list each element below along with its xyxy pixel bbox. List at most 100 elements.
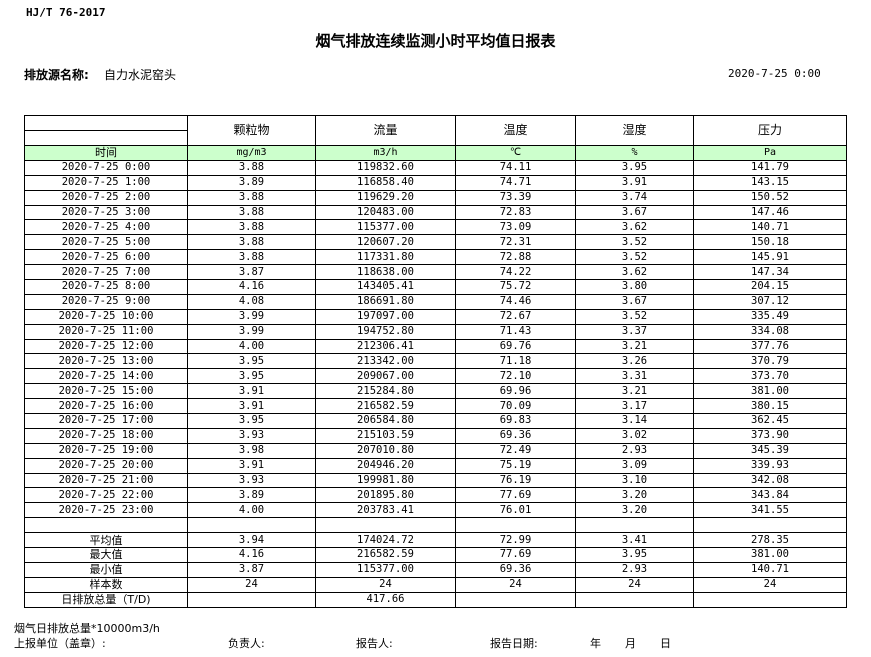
cell: 73.09 — [455, 219, 576, 236]
cell: 74.46 — [455, 293, 576, 310]
row-label: 2020-7-25 8:00 — [24, 279, 188, 295]
cell: 216582.59 — [315, 547, 456, 563]
summary-row: 样本数 24 24 24 24 24 — [24, 576, 847, 593]
row-label: 2020-7-25 14:00 — [24, 368, 188, 385]
date-label: 报告日期: — [490, 637, 538, 650]
cell: 335.49 — [693, 308, 847, 325]
row-label: 2020-7-25 12:00 — [24, 338, 188, 355]
cell: 215284.80 — [315, 383, 456, 400]
cell: 24 — [455, 576, 576, 593]
cell — [315, 517, 456, 534]
data-row: 2020-7-25 11:00 3.99 194752.80 71.43 3.37 334… — [24, 323, 847, 340]
cell: 143.15 — [693, 174, 847, 191]
col-header: 颗粒物 — [187, 115, 316, 146]
row-label: 2020-7-25 21:00 — [24, 472, 188, 489]
header-corner — [24, 115, 188, 146]
cell: 72.99 — [455, 532, 576, 549]
cell: 4.00 — [187, 502, 316, 519]
cell: 75.19 — [455, 457, 576, 474]
cell: 3.88 — [187, 189, 316, 206]
row-label: 2020-7-25 17:00 — [24, 413, 188, 429]
data-row: 2020-7-25 23:00 4.00 203783.41 76.01 3.20 341… — [24, 502, 847, 519]
cell: 143405.41 — [315, 279, 456, 295]
row-label: 2020-7-25 3:00 — [24, 204, 188, 221]
cell: 377.76 — [693, 338, 847, 355]
cell: 3.91 — [187, 457, 316, 474]
row-label: 样本数 — [24, 576, 188, 593]
cell: 3.93 — [187, 472, 316, 489]
row-label: 2020-7-25 20:00 — [24, 457, 188, 474]
footer-note: 烟气日排放总量*10000m3/h — [14, 622, 160, 635]
report-date: 2020-7-25 0:00 — [728, 67, 821, 80]
cell: 77.69 — [455, 547, 576, 563]
row-label: 2020-7-25 1:00 — [24, 174, 188, 191]
cell: 76.01 — [455, 502, 576, 519]
summary-row: 平均值 3.94 174024.72 72.99 3.41 278.35 — [24, 532, 847, 549]
cell: 373.90 — [693, 427, 847, 444]
cell: 278.35 — [693, 532, 847, 549]
cell: 118638.00 — [315, 264, 456, 281]
row-label: 日排放总量（T/D) — [24, 591, 188, 608]
data-row: 2020-7-25 5:00 3.88 120607.20 72.31 3.52 150.… — [24, 234, 847, 251]
cell: 3.41 — [575, 532, 694, 549]
cell: 115377.00 — [315, 219, 456, 236]
header-row: 颗粒物 流量 温度 湿度 压力 — [24, 115, 847, 146]
cell: 3.17 — [575, 398, 694, 415]
cell: 69.76 — [455, 338, 576, 355]
cell: 207010.80 — [315, 442, 456, 459]
unit: ℃ — [455, 145, 576, 161]
cell: 3.21 — [575, 338, 694, 355]
data-row: 2020-7-25 10:00 3.99 197097.00 72.67 3.52 335… — [24, 308, 847, 325]
data-row: 2020-7-25 0:00 3.88 119832.60 74.11 3.95 141.… — [24, 159, 847, 176]
unit: Pa — [693, 145, 847, 161]
cell: 3.74 — [575, 189, 694, 206]
cell: 120607.20 — [315, 234, 456, 251]
data-row: 2020-7-25 18:00 3.93 215103.59 69.36 3.02 373… — [24, 427, 847, 444]
col-header: 湿度 — [575, 115, 694, 146]
cell: 341.55 — [693, 502, 847, 519]
data-row: 2020-7-25 15:00 3.91 215284.80 69.96 3.21 381… — [24, 383, 847, 400]
row-label: 2020-7-25 19:00 — [24, 442, 188, 459]
cell: 343.84 — [693, 487, 847, 504]
cell: 174024.72 — [315, 532, 456, 549]
cell: 194752.80 — [315, 323, 456, 340]
summary-row: 最大值 4.16 216582.59 77.69 3.95 381.00 — [24, 547, 847, 563]
data-row: 2020-7-25 12:00 4.00 212306.41 69.76 3.21 377… — [24, 338, 847, 355]
row-label: 2020-7-25 2:00 — [24, 189, 188, 206]
data-row: 2020-7-25 17:00 3.95 206584.80 69.83 3.14 362… — [24, 413, 847, 429]
cell: 212306.41 — [315, 338, 456, 355]
cell: 3.99 — [187, 308, 316, 325]
source-value: 自力水泥窑头 — [104, 68, 177, 82]
cell: 380.15 — [693, 398, 847, 415]
cell: 3.91 — [187, 398, 316, 415]
cell: 3.31 — [575, 368, 694, 385]
cell: 4.16 — [187, 547, 316, 563]
reporter-label: 报告人: — [356, 637, 393, 650]
cell: 150.52 — [693, 189, 847, 206]
cell: 3.14 — [575, 413, 694, 429]
cell: 3.02 — [575, 427, 694, 444]
cell: 216582.59 — [315, 398, 456, 415]
cell: 74.22 — [455, 264, 576, 281]
cell: 71.43 — [455, 323, 576, 340]
row-label — [24, 517, 188, 534]
cell: 3.94 — [187, 532, 316, 549]
cell: 150.18 — [693, 234, 847, 251]
cell: 119832.60 — [315, 159, 456, 176]
cell: 3.87 — [187, 561, 316, 578]
cell: 69.96 — [455, 383, 576, 400]
cell: 116858.40 — [315, 174, 456, 191]
cell: 3.67 — [575, 204, 694, 221]
cell: 3.88 — [187, 249, 316, 266]
cell: 2.93 — [575, 442, 694, 459]
cell: 3.21 — [575, 383, 694, 400]
cell: 74.11 — [455, 159, 576, 176]
cell: 3.95 — [187, 368, 316, 385]
cell: 3.95 — [187, 353, 316, 370]
cell: 3.88 — [187, 159, 316, 176]
cell: 3.62 — [575, 219, 694, 236]
cell: 3.52 — [575, 234, 694, 251]
data-row: 2020-7-25 3:00 3.88 120483.00 72.83 3.67 147.… — [24, 204, 847, 221]
cell: 3.95 — [575, 159, 694, 176]
cell: 3.67 — [575, 293, 694, 310]
